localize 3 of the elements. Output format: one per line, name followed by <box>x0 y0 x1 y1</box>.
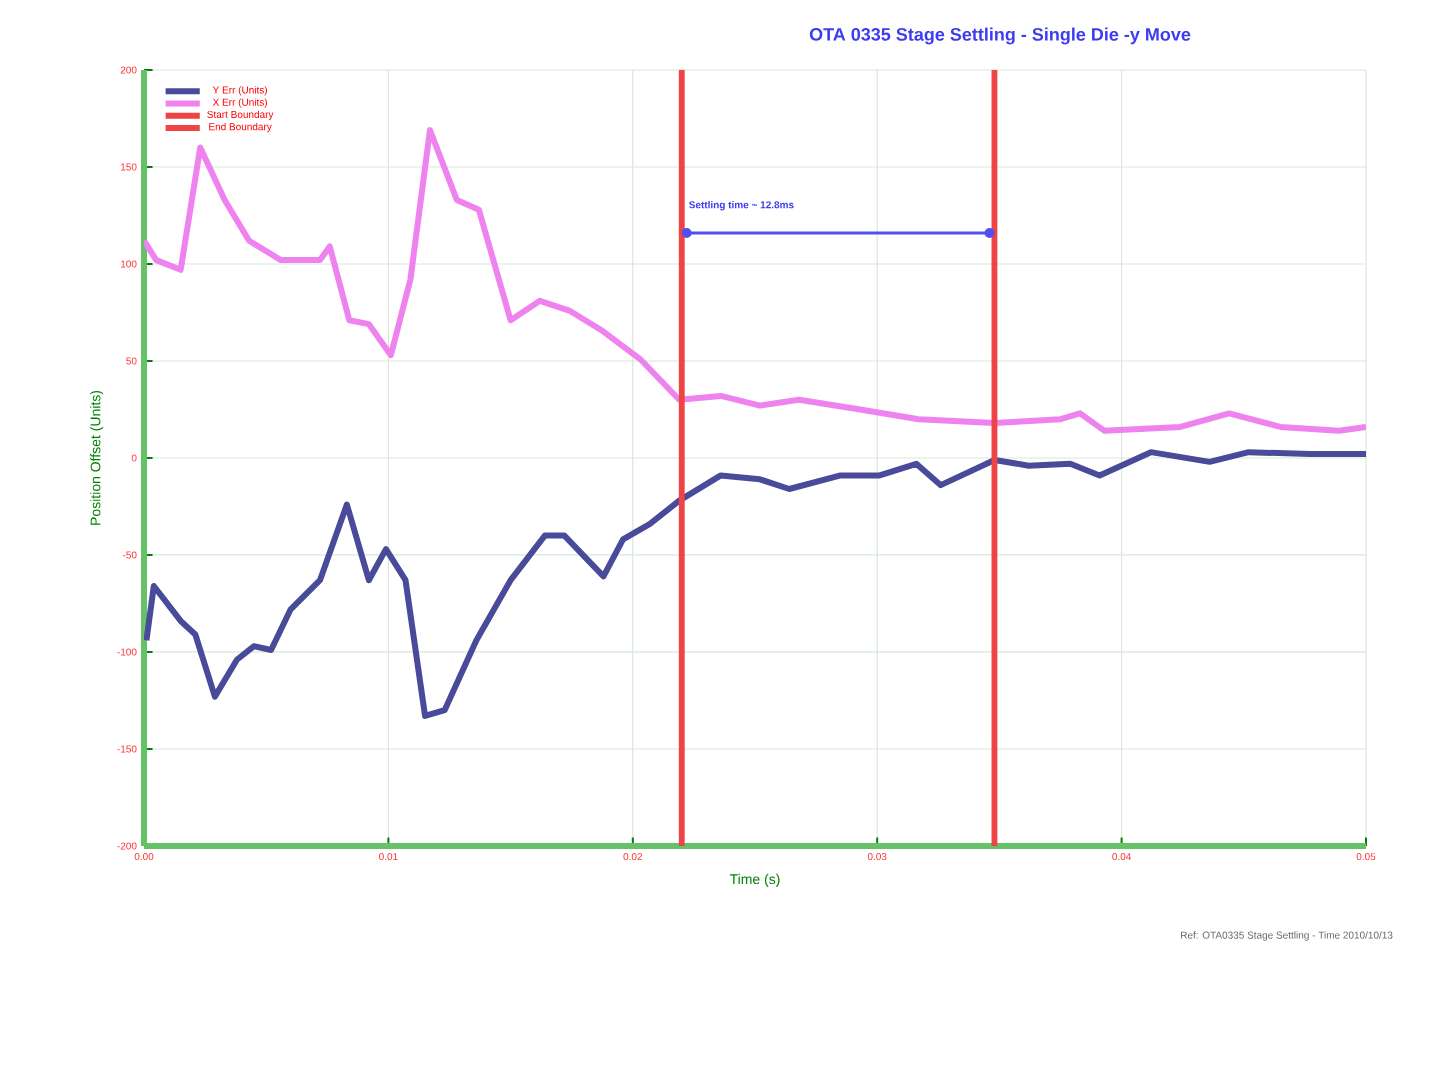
line-series <box>144 449 1366 719</box>
line-series <box>144 127 1366 434</box>
chart-title: OTA 0335 Stage Settling - Single Die -y Move <box>809 27 1191 45</box>
